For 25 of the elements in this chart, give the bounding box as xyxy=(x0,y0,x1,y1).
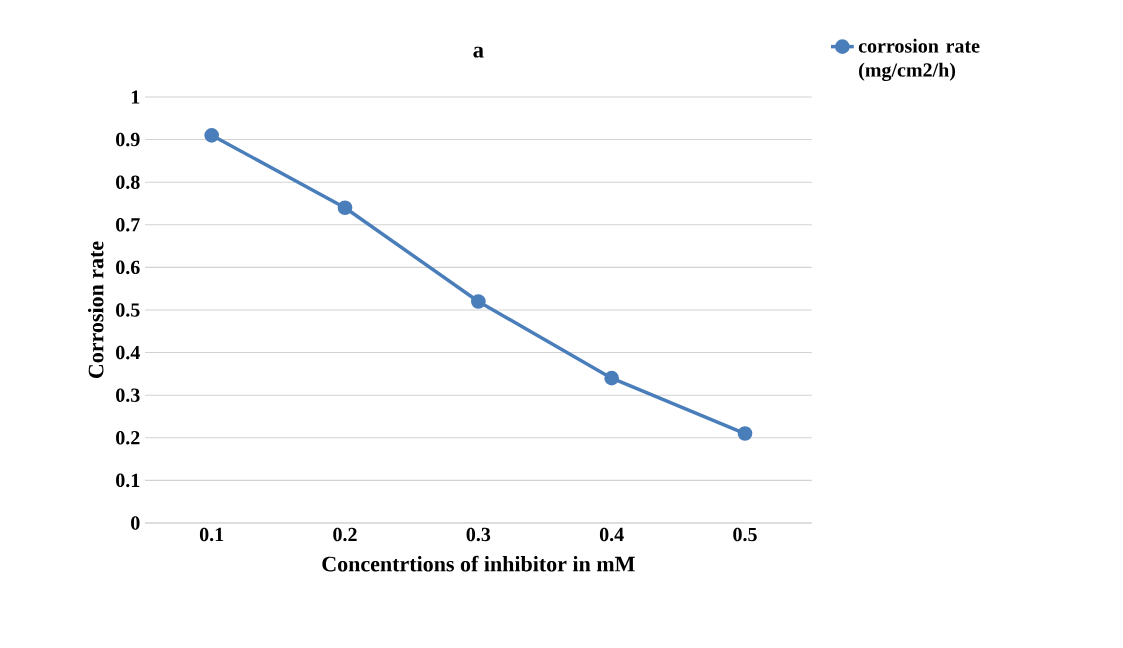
x-tick-label: 0.1 xyxy=(199,527,224,542)
y-tick-label: 0.5 xyxy=(116,303,140,317)
y-tick-label: 0.3 xyxy=(116,388,140,402)
y-axis-title: Corrosion rate xyxy=(88,241,104,379)
x-tick-label: 0.2 xyxy=(333,527,357,542)
point xyxy=(337,200,353,216)
y-tick-label: 1 xyxy=(131,90,140,104)
y-tick-label: 0.1 xyxy=(116,473,140,488)
legend-label: corrosion rate (mg/cm2/h) xyxy=(858,38,980,81)
x-tick-label: 0.4 xyxy=(599,527,624,542)
chart-title: a xyxy=(473,46,484,58)
point xyxy=(604,370,620,386)
y-tick-label: 0.8 xyxy=(116,175,140,189)
x-tick-label: 0.5 xyxy=(733,527,757,542)
point xyxy=(471,294,486,309)
x-axis-title: Concentrtions of inhibitor in mM xyxy=(322,555,635,572)
point xyxy=(737,426,753,441)
y-tick-label: 0.6 xyxy=(116,260,140,275)
y-tick-label: 0.2 xyxy=(116,431,140,445)
y-tick-label: 0 xyxy=(131,516,140,530)
y-tick-label: 0.7 xyxy=(116,218,140,232)
y-tick-label: 0.4 xyxy=(116,345,140,360)
x-tick-label: 0.3 xyxy=(466,527,491,542)
y-tick-label: 0.9 xyxy=(116,132,140,147)
point xyxy=(204,127,220,143)
